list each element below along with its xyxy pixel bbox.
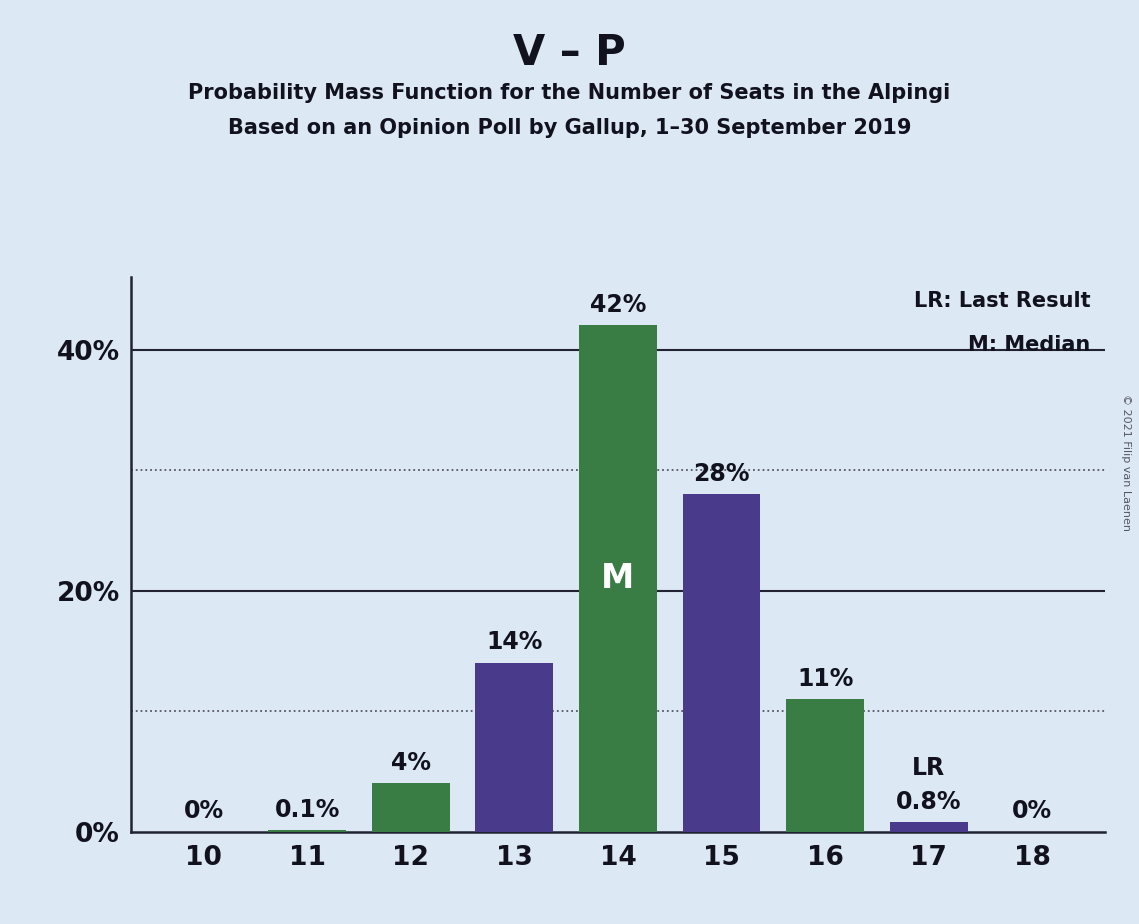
Bar (682, 494, 761, 832)
Text: 0%: 0% (1013, 799, 1052, 823)
Text: 0.8%: 0.8% (896, 789, 961, 813)
Bar (475, 663, 554, 832)
Text: © 2021 Filip van Laenen: © 2021 Filip van Laenen (1121, 394, 1131, 530)
Bar (269, 831, 346, 832)
Bar (579, 325, 657, 832)
Text: 0%: 0% (183, 799, 223, 823)
Text: 14%: 14% (486, 630, 542, 654)
Text: 42%: 42% (590, 293, 646, 317)
Text: V – P: V – P (514, 32, 625, 74)
Text: Probability Mass Function for the Number of Seats in the Alpingi: Probability Mass Function for the Number… (188, 83, 951, 103)
Bar (371, 784, 450, 832)
Bar (786, 699, 865, 832)
Text: Based on an Opinion Poll by Gallup, 1–30 September 2019: Based on an Opinion Poll by Gallup, 1–30… (228, 118, 911, 139)
Text: 11%: 11% (797, 666, 853, 690)
Text: M: M (601, 562, 634, 595)
Text: LR: LR (912, 756, 945, 780)
Text: 28%: 28% (694, 462, 749, 486)
Text: 4%: 4% (391, 751, 431, 775)
Bar (890, 822, 967, 832)
Text: M: Median: M: Median (968, 335, 1090, 356)
Text: LR: Last Result: LR: Last Result (913, 291, 1090, 311)
Text: 0.1%: 0.1% (274, 798, 339, 822)
